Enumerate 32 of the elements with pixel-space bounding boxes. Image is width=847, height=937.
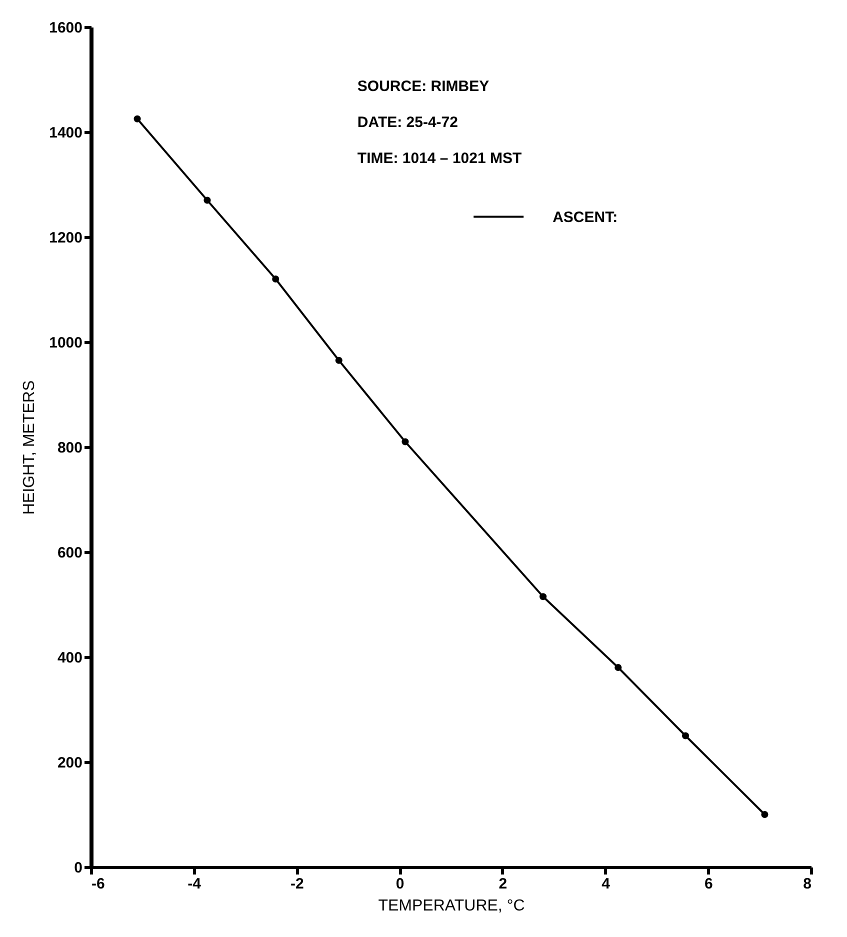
y-tick-label: 1200 [49,230,82,246]
x-axis-title: TEMPERATURE, °C [378,898,525,914]
point [761,810,768,818]
y-tick-label: 200 [57,754,82,772]
point [682,732,690,740]
y-tick-label: 1600 [49,20,82,36]
legend-label: ASCENT: [552,208,618,226]
x-tick-label: -4 [188,876,202,892]
y-tick-label: 400 [57,650,82,666]
point [272,275,280,283]
x-tick-label: 8 [803,876,812,892]
point [204,196,211,204]
point [540,593,547,600]
point [335,356,342,364]
x-tick-label: 2 [498,876,508,892]
point [402,438,409,446]
y-tick-label: 1400 [49,124,82,142]
y-tick-label: 1000 [49,334,82,352]
y-tick-label: 800 [57,440,82,456]
x-tick-label: 6 [704,876,713,892]
x-tick-label: 0 [396,876,404,892]
x-tick-label: -6 [92,876,105,892]
y-tick-label: 0 [74,860,82,876]
point [134,115,141,122]
annotation: TIME: 1014 – 1021 MST [357,150,522,167]
annotation: DATE: 25-4-72 [357,114,458,131]
y-tick-label: 600 [57,544,82,562]
x-tick-label: 4 [602,876,611,892]
point [614,664,622,672]
y-axis-title: HEIGHT, METERS [21,380,38,515]
x-tick-label: -2 [290,876,304,892]
annotation: SOURCE: RIMBEY [357,78,490,95]
